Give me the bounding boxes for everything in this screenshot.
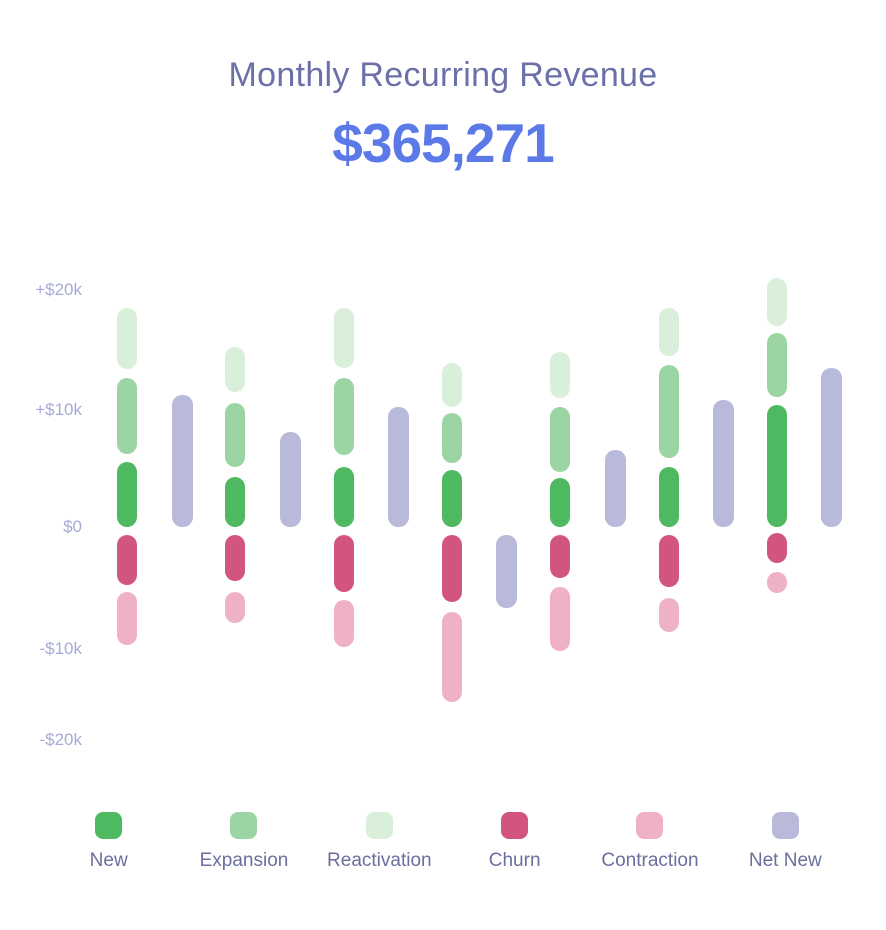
bar-reactivation[interactable] (550, 351, 571, 398)
bar-contraction[interactable] (550, 587, 571, 652)
legend-label: Churn (488, 850, 541, 871)
bar-reactivation[interactable] (658, 307, 679, 357)
bar-contraction[interactable] (766, 572, 787, 594)
bar-new[interactable] (441, 470, 462, 527)
legend-item-net-new[interactable]: Net New (718, 812, 853, 872)
bar-churn[interactable] (441, 535, 462, 602)
bar-expansion[interactable] (333, 377, 354, 455)
legend-item-reactivation[interactable]: Reactivation (312, 812, 447, 872)
bar-net-new[interactable] (171, 395, 193, 527)
legend-item-new[interactable]: New (41, 812, 176, 872)
bar-expansion[interactable] (766, 332, 787, 397)
bar-contraction[interactable] (117, 592, 137, 646)
legend-label: Net New (748, 850, 822, 871)
legend-label: Expansion (199, 850, 289, 871)
mrr-current-value: $365,271 (332, 112, 554, 174)
y-axis-tick-label: +$10k (35, 400, 82, 419)
legend-item-churn[interactable]: Churn (447, 812, 582, 872)
bar-churn[interactable] (225, 535, 246, 582)
y-axis-tick-label: -$20k (39, 730, 82, 749)
y-axis-tick-label: $0 (63, 517, 82, 536)
bar-expansion[interactable] (225, 402, 246, 467)
y-axis-tick-label: +$20k (35, 280, 82, 299)
bar-churn[interactable] (766, 532, 787, 563)
legend-swatch-expansion (230, 812, 258, 839)
bar-expansion[interactable] (658, 364, 679, 459)
bar-reactivation[interactable] (117, 307, 137, 370)
bar-net-new[interactable] (388, 407, 410, 527)
legend-label: New (89, 850, 128, 871)
legend-swatch-net-new (771, 812, 799, 839)
bar-reactivation[interactable] (441, 363, 462, 408)
bar-reactivation[interactable] (225, 346, 246, 392)
legend-item-expansion[interactable]: Expansion (176, 812, 311, 872)
bar-churn[interactable] (550, 535, 571, 578)
bar-net-new[interactable] (713, 400, 734, 527)
bar-new[interactable] (117, 461, 137, 527)
bar-net-new[interactable] (604, 449, 626, 527)
legend-swatch-churn (501, 812, 529, 839)
chart-title: Monthly Recurring Revenue (228, 56, 658, 94)
bar-new[interactable] (550, 478, 571, 527)
bar-net-new[interactable] (821, 368, 843, 527)
legend-label: Contraction (601, 850, 699, 871)
y-axis-tick-label: -$10k (39, 639, 82, 658)
bar-churn[interactable] (117, 535, 137, 586)
bar-contraction[interactable] (441, 612, 462, 703)
legend-swatch-new (95, 812, 123, 839)
bar-expansion[interactable] (117, 377, 137, 454)
bar-reactivation[interactable] (766, 278, 787, 326)
chart-header: Monthly Recurring Revenue $365,271 (0, 56, 886, 175)
bar-new[interactable] (766, 404, 787, 527)
legend-swatch-reactivation (365, 812, 393, 839)
chart-legend: New Expansion Reactivation Churn Contraction… (41, 812, 853, 872)
bar-new[interactable] (225, 477, 246, 527)
bar-new[interactable] (333, 466, 354, 527)
bar-contraction[interactable] (658, 598, 679, 633)
bar-expansion[interactable] (441, 413, 462, 463)
bar-expansion[interactable] (550, 407, 571, 473)
legend-label: Reactivation (327, 850, 432, 871)
legend-swatch-contraction (636, 812, 664, 839)
bar-net-new[interactable] (496, 535, 518, 608)
bar-net-new[interactable] (279, 432, 301, 527)
bar-churn[interactable] (658, 535, 679, 588)
bar-contraction[interactable] (225, 592, 246, 623)
bar-new[interactable] (658, 466, 679, 527)
bar-churn[interactable] (333, 535, 354, 593)
bar-reactivation[interactable] (333, 307, 354, 369)
bar-contraction[interactable] (333, 600, 354, 647)
legend-item-contraction[interactable]: Contraction (582, 812, 717, 872)
